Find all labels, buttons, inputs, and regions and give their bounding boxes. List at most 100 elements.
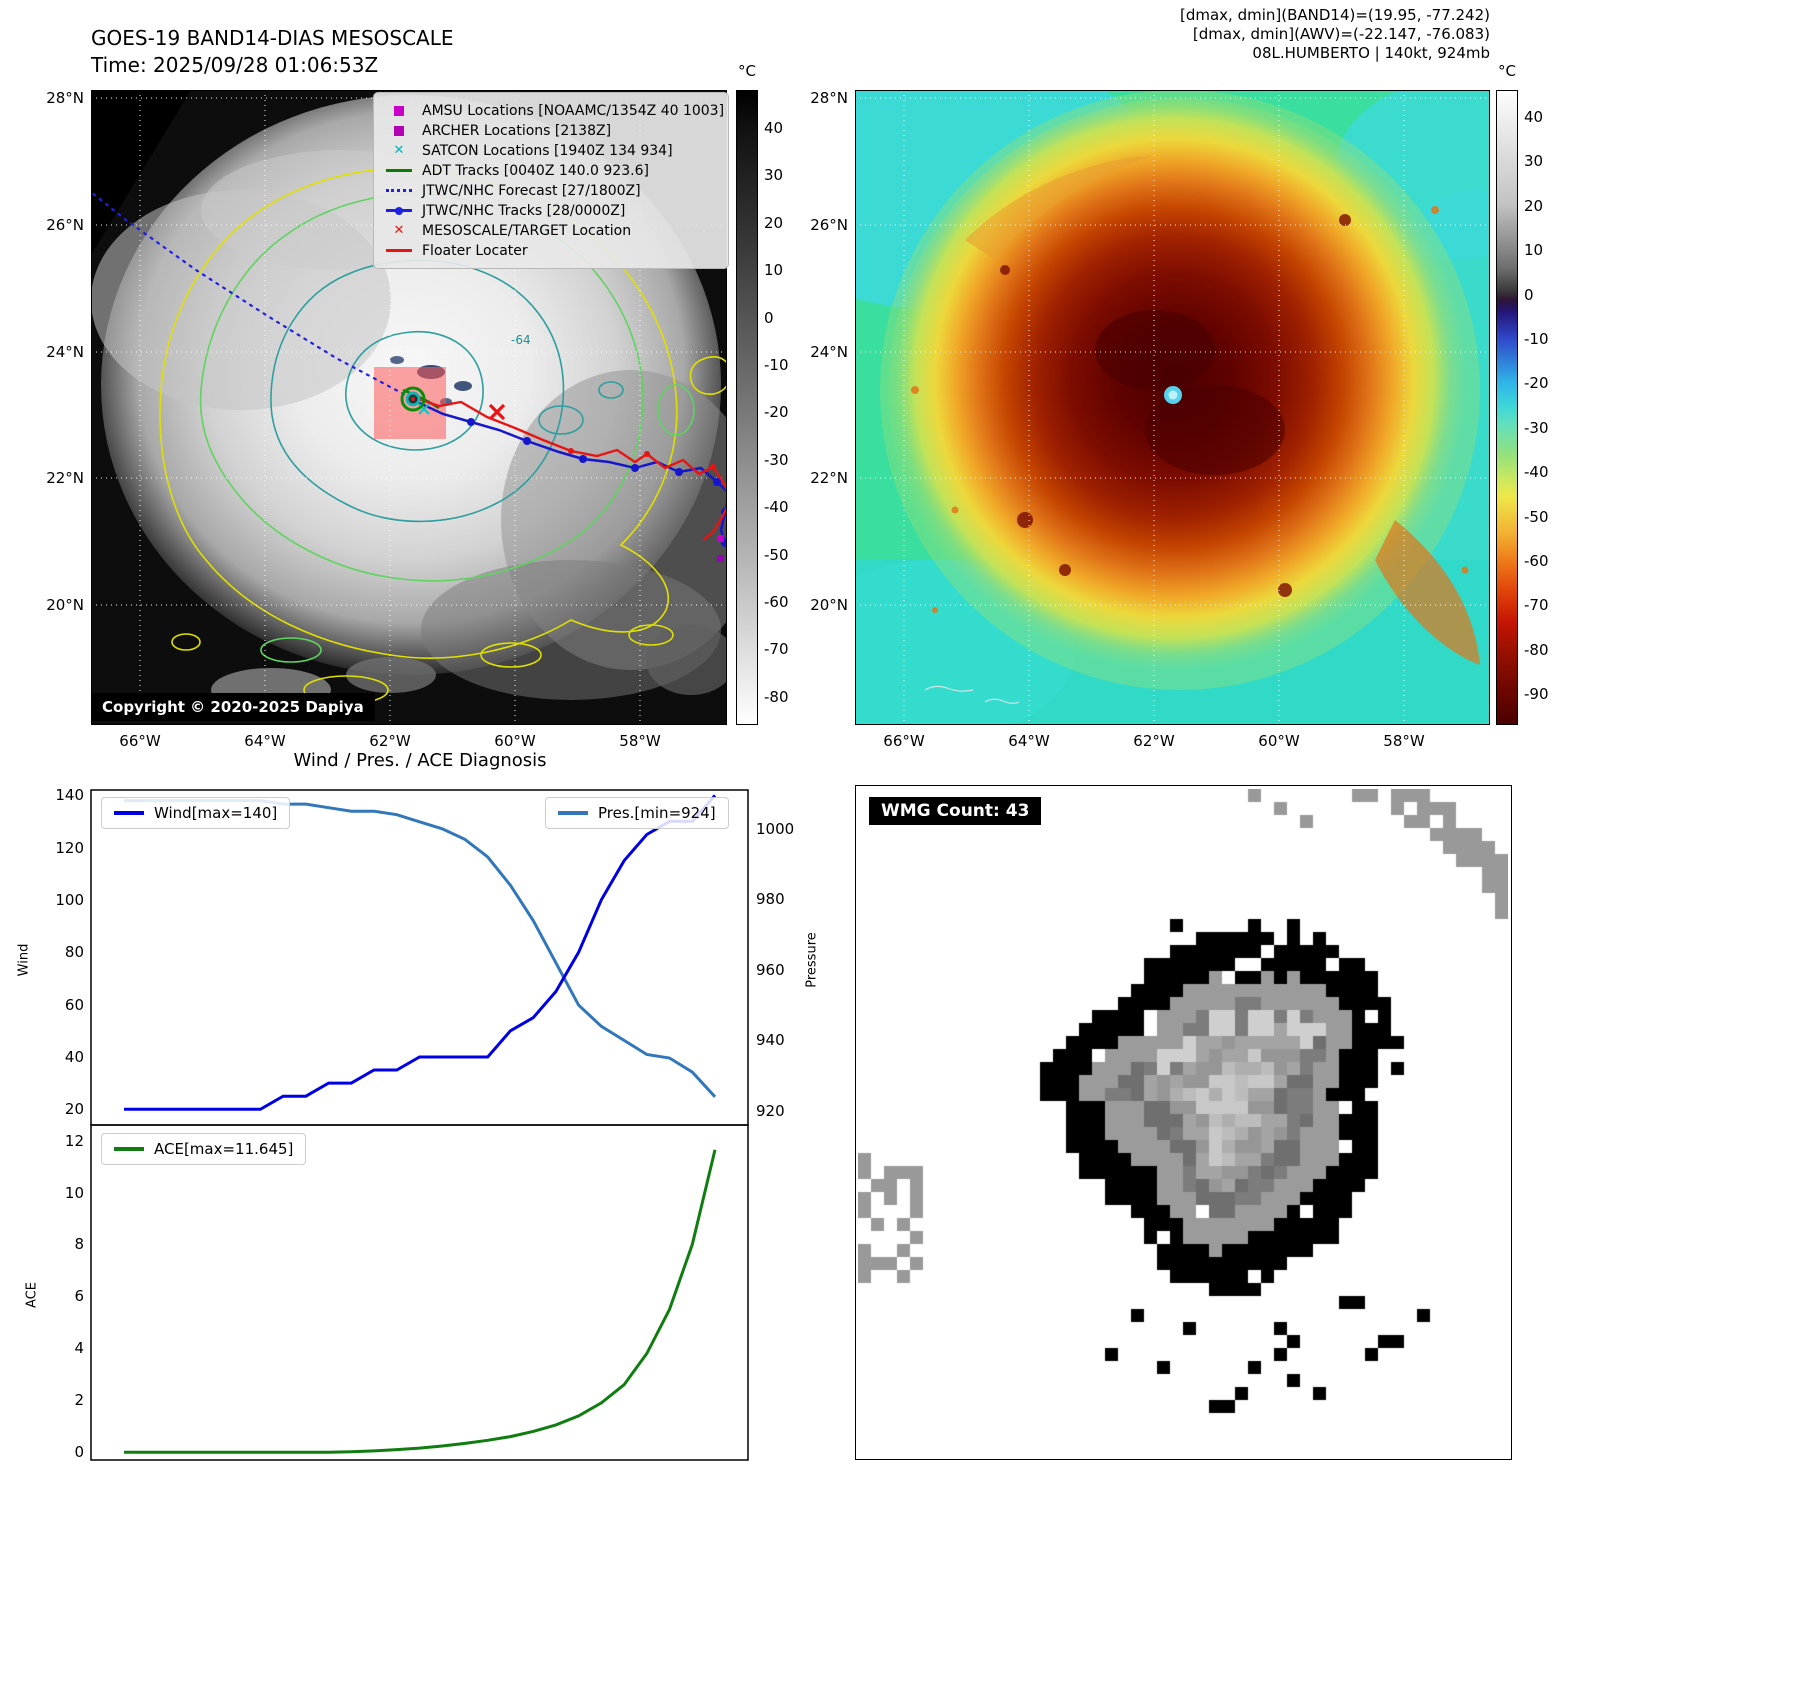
legend-label: Floater Locater — [422, 242, 528, 259]
line-marker-icon — [384, 249, 414, 252]
legend-label: ADT Tracks [0040Z 140.0 923.6] — [422, 162, 649, 179]
lat-tick: 20°N — [46, 596, 84, 614]
colorbar-tick: -70 — [1524, 596, 1549, 615]
wind-tick: 20 — [64, 1100, 84, 1119]
lat-tick: 26°N — [810, 216, 848, 234]
legend-label: JTWC/NHC Forecast [27/1800Z] — [422, 182, 641, 199]
x-marker-icon: ✕ — [393, 143, 405, 158]
colorbar-unit-tr: °C — [1498, 62, 1516, 80]
map-title: GOES-19 BAND14-DIAS MESOSCALE — [91, 26, 454, 50]
lat-tick: 28°N — [810, 89, 848, 107]
colorbar-tick: -60 — [1524, 552, 1549, 570]
legend-item: JTWC/NHC Tracks [28/0000Z] — [384, 201, 718, 220]
amsu-marker — [717, 535, 724, 542]
jtwc-forecast-track — [91, 190, 413, 400]
grayscale-colorbar — [736, 90, 758, 725]
colorbar-tick: 40 — [1524, 108, 1544, 126]
colorbar-tick: 10 — [764, 261, 784, 280]
lat-lon-grid — [855, 90, 1490, 725]
colorbar-tick: -70 — [764, 640, 789, 659]
colorbar-tick: 10 — [1524, 241, 1544, 260]
wind-tick: 40 — [64, 1047, 84, 1066]
colorbar-tick: 30 — [764, 166, 784, 185]
colorbar-tick: -20 — [1524, 374, 1549, 393]
ace-tick: 0 — [74, 1443, 84, 1462]
ace-legend-label: ACE[max=11.645] — [154, 1140, 294, 1158]
ace-tick: 2 — [74, 1391, 84, 1410]
pressure-tick: 920 — [756, 1101, 785, 1120]
archer-marker — [717, 555, 724, 562]
teal-contours — [270, 259, 624, 523]
square-marker-icon — [384, 105, 414, 116]
ace-tick: 6 — [74, 1287, 84, 1306]
storm-info-block: [dmax, dmin](BAND14)=(19.95, -77.242) [d… — [1050, 6, 1490, 63]
warm-speckles — [911, 206, 1469, 613]
dmax-band14-text: [dmax, dmin](BAND14)=(19.95, -77.242) — [1179, 6, 1490, 24]
legend-item: JTWC/NHC Forecast [27/1800Z] — [384, 181, 718, 200]
legend-label: SATCON Locations [1940Z 134 934] — [422, 142, 673, 159]
lon-tick: 64°W — [244, 732, 286, 750]
lat-tick: 28°N — [46, 89, 84, 107]
chart-title: Wind / Pres. / ACE Diagnosis — [293, 750, 547, 771]
colorbar-tick: -90 — [1524, 685, 1549, 704]
yellow-contours — [159, 168, 727, 705]
panel-tl-header: GOES-19 BAND14-DIAS MESOSCALE Time: 2025… — [91, 25, 454, 79]
legend-label: MESOSCALE/TARGET Location — [422, 222, 632, 239]
x-marker-icon: ✕ — [393, 223, 405, 238]
legend-item: ADT Tracks [0040Z 140.0 923.6] — [384, 161, 718, 180]
lon-tick: 60°W — [1258, 732, 1300, 750]
lon-tick: 62°W — [1133, 732, 1175, 750]
ace-tick: 10 — [64, 1183, 84, 1202]
legend-item: AMSU Locations [NOAAMC/1354Z 40 1003] — [384, 101, 724, 120]
legend-item: Floater Locater — [384, 241, 718, 260]
wind-pressure-plot-frame — [90, 789, 749, 1126]
lon-tick: 58°W — [1383, 732, 1425, 750]
lat-tick: 24°N — [810, 343, 848, 361]
green-contours — [199, 193, 695, 663]
map-subtitle: Time: 2025/09/28 01:06:53Z — [91, 53, 379, 77]
legend-label: AMSU Locations [NOAAMC/1354Z 40 1003] — [422, 102, 725, 119]
storm-center-symbol — [400, 386, 426, 412]
lon-tick: 58°W — [619, 732, 661, 750]
legend-label: ARCHER Locations [2138Z] — [422, 122, 612, 139]
lon-tick: 64°W — [1008, 732, 1050, 750]
wind-tick: 120 — [55, 838, 84, 857]
dotted-marker-icon — [384, 189, 414, 192]
ace-line-swatch — [114, 1147, 144, 1151]
pressure-axis-label: Pressure — [804, 932, 820, 988]
colorbar-tick: 0 — [1524, 285, 1534, 304]
colorbar-tick: -50 — [1524, 507, 1549, 526]
wind-line-swatch — [114, 811, 144, 815]
ace-tick: 4 — [74, 1339, 84, 1358]
wind-series-line — [124, 794, 717, 1111]
island-coastlines — [924, 685, 1020, 704]
ace-tick: 12 — [64, 1131, 84, 1150]
pressure-tick: 980 — [756, 890, 785, 909]
colorbar-tick: -30 — [764, 450, 789, 469]
ace-tick: 8 — [74, 1235, 84, 1254]
wind-axis-label: Wind — [16, 943, 32, 977]
colorbar-tick: -30 — [1524, 418, 1549, 437]
colorbar-tick: 0 — [764, 308, 774, 327]
scan-edge — [91, 90, 191, 255]
colorbar-unit-tl: °C — [738, 62, 756, 80]
ace-plot-frame — [90, 1124, 749, 1461]
lon-tick: 66°W — [883, 732, 925, 750]
enhanced-ir-map — [855, 90, 1490, 725]
colorbar-tick: 20 — [1524, 196, 1544, 215]
colorbar-tick: 40 — [764, 119, 784, 137]
wind-tick: 60 — [64, 995, 84, 1014]
lat-tick: 20°N — [810, 596, 848, 614]
map-legend: AMSU Locations [NOAAMC/1354Z 40 1003] ARC… — [373, 92, 729, 269]
lat-tick: 22°N — [810, 469, 848, 487]
mesoscale-target-marker — [488, 403, 506, 421]
lon-tick: 66°W — [119, 732, 161, 750]
ace-axis-label: ACE — [24, 1282, 40, 1308]
copyright-label: Copyright © 2020-2025 Dapiya — [91, 693, 375, 721]
ace-series-line — [124, 1149, 717, 1454]
colorbar-tick: -80 — [764, 687, 789, 706]
legend-item: ARCHER Locations [2138Z] — [384, 121, 718, 140]
lon-tick: 62°W — [369, 732, 411, 750]
pressure-legend: Pres.[min=924] — [545, 797, 729, 829]
line-marker-icon — [384, 169, 414, 172]
